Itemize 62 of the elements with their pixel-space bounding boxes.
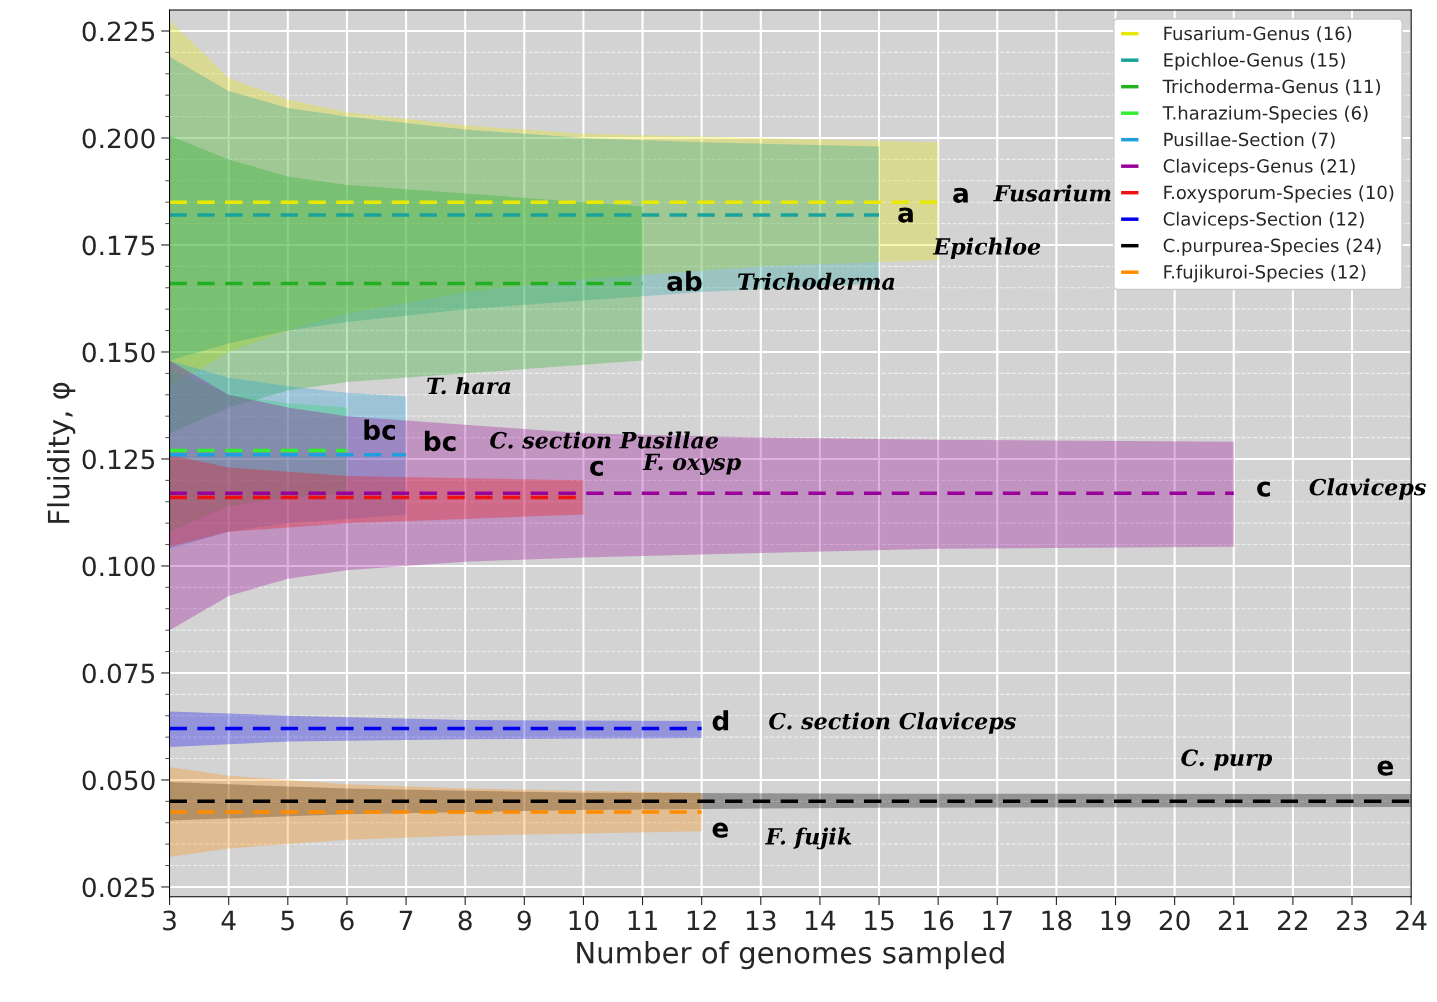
annotation: a [898, 207, 913, 223]
y-tick-label: 0.100 [82, 556, 155, 577]
x-tick-label: 13 [746, 910, 776, 931]
x-tick-label: 22 [1278, 910, 1308, 931]
x-axis-title: Number of genomes sampled [577, 941, 1004, 970]
x-tick-label: 11 [628, 910, 657, 931]
annotation: bc [364, 419, 395, 441]
y-tick-label: 0.225 [82, 21, 155, 42]
y-axis-title: Fluidity, φ [47, 382, 76, 523]
annotation: Fusarium [993, 184, 1111, 202]
x-tick-label: 21 [1218, 910, 1249, 931]
annotation: F. fujik [765, 827, 852, 850]
annotation: ab [667, 270, 702, 292]
annotation: c [590, 460, 603, 476]
x-tick-label: 17 [983, 910, 1012, 931]
annotation: c [1257, 481, 1270, 497]
x-tick-label: 5 [281, 910, 294, 931]
annotation: C. purp [1181, 749, 1273, 771]
legend-label: Pusillae-Section (7) [1164, 132, 1335, 149]
annotation: Epichloe [932, 237, 1041, 260]
y-tick-label: 0.200 [82, 128, 155, 149]
x-tick-label: 16 [924, 910, 954, 931]
x-tick-label: 23 [1337, 910, 1367, 931]
annotation: T. hara [427, 377, 511, 395]
legend-label: Claviceps-Genus (21) [1163, 158, 1355, 177]
annotation: Trichoderma [738, 272, 895, 290]
legend-label: Epichloe-Genus (15) [1164, 52, 1345, 71]
y-tick-label: 0.075 [82, 663, 155, 684]
legend-label: Trichoderma-Genus (11) [1162, 79, 1380, 96]
x-tick-label: 15 [865, 910, 894, 931]
x-tick-label: 9 [517, 910, 531, 931]
annotation: C. section Pusillae [490, 431, 719, 449]
x-tick-label: 18 [1042, 910, 1072, 931]
x-tick-label: 8 [458, 910, 472, 931]
y-tick-label: 0.025 [82, 877, 155, 898]
x-tick-label: 19 [1101, 910, 1131, 931]
annotation: e [712, 822, 729, 838]
x-tick-label: 24 [1396, 910, 1427, 931]
y-tick-label: 0.050 [82, 770, 155, 791]
x-tick-label: 14 [806, 910, 836, 931]
y-tick-label: 0.125 [82, 449, 155, 470]
legend-label: Fusarium-Genus (16) [1164, 26, 1352, 43]
annotation: d [712, 710, 729, 731]
legend-label: F.oxysporum-Species (10) [1164, 185, 1394, 203]
legend-label: Claviceps-Section (12) [1163, 211, 1364, 230]
x-tick-label: 4 [221, 910, 236, 931]
annotation: C. section Claviceps [769, 712, 1016, 734]
x-tick-label: 7 [399, 910, 413, 931]
legend-label: F.fujikuroi-Species (12) [1164, 264, 1366, 283]
legend-label: T.harazium-Species (6) [1162, 105, 1368, 124]
legend-label: C.purpurea-Species (24) [1163, 238, 1381, 256]
annotation: bc [424, 430, 456, 452]
annotation: e [1377, 760, 1394, 776]
x-tick-label: 20 [1159, 910, 1190, 931]
x-tick-label: 3 [163, 910, 176, 931]
x-tick-label: 12 [687, 910, 716, 931]
y-tick-label: 0.150 [82, 342, 155, 363]
annotation: F. oxysp [642, 453, 741, 475]
annotation: a [953, 187, 968, 203]
y-tick-label: 0.175 [82, 235, 155, 256]
x-tick-label: 6 [340, 910, 354, 931]
x-tick-label: 10 [569, 910, 599, 931]
